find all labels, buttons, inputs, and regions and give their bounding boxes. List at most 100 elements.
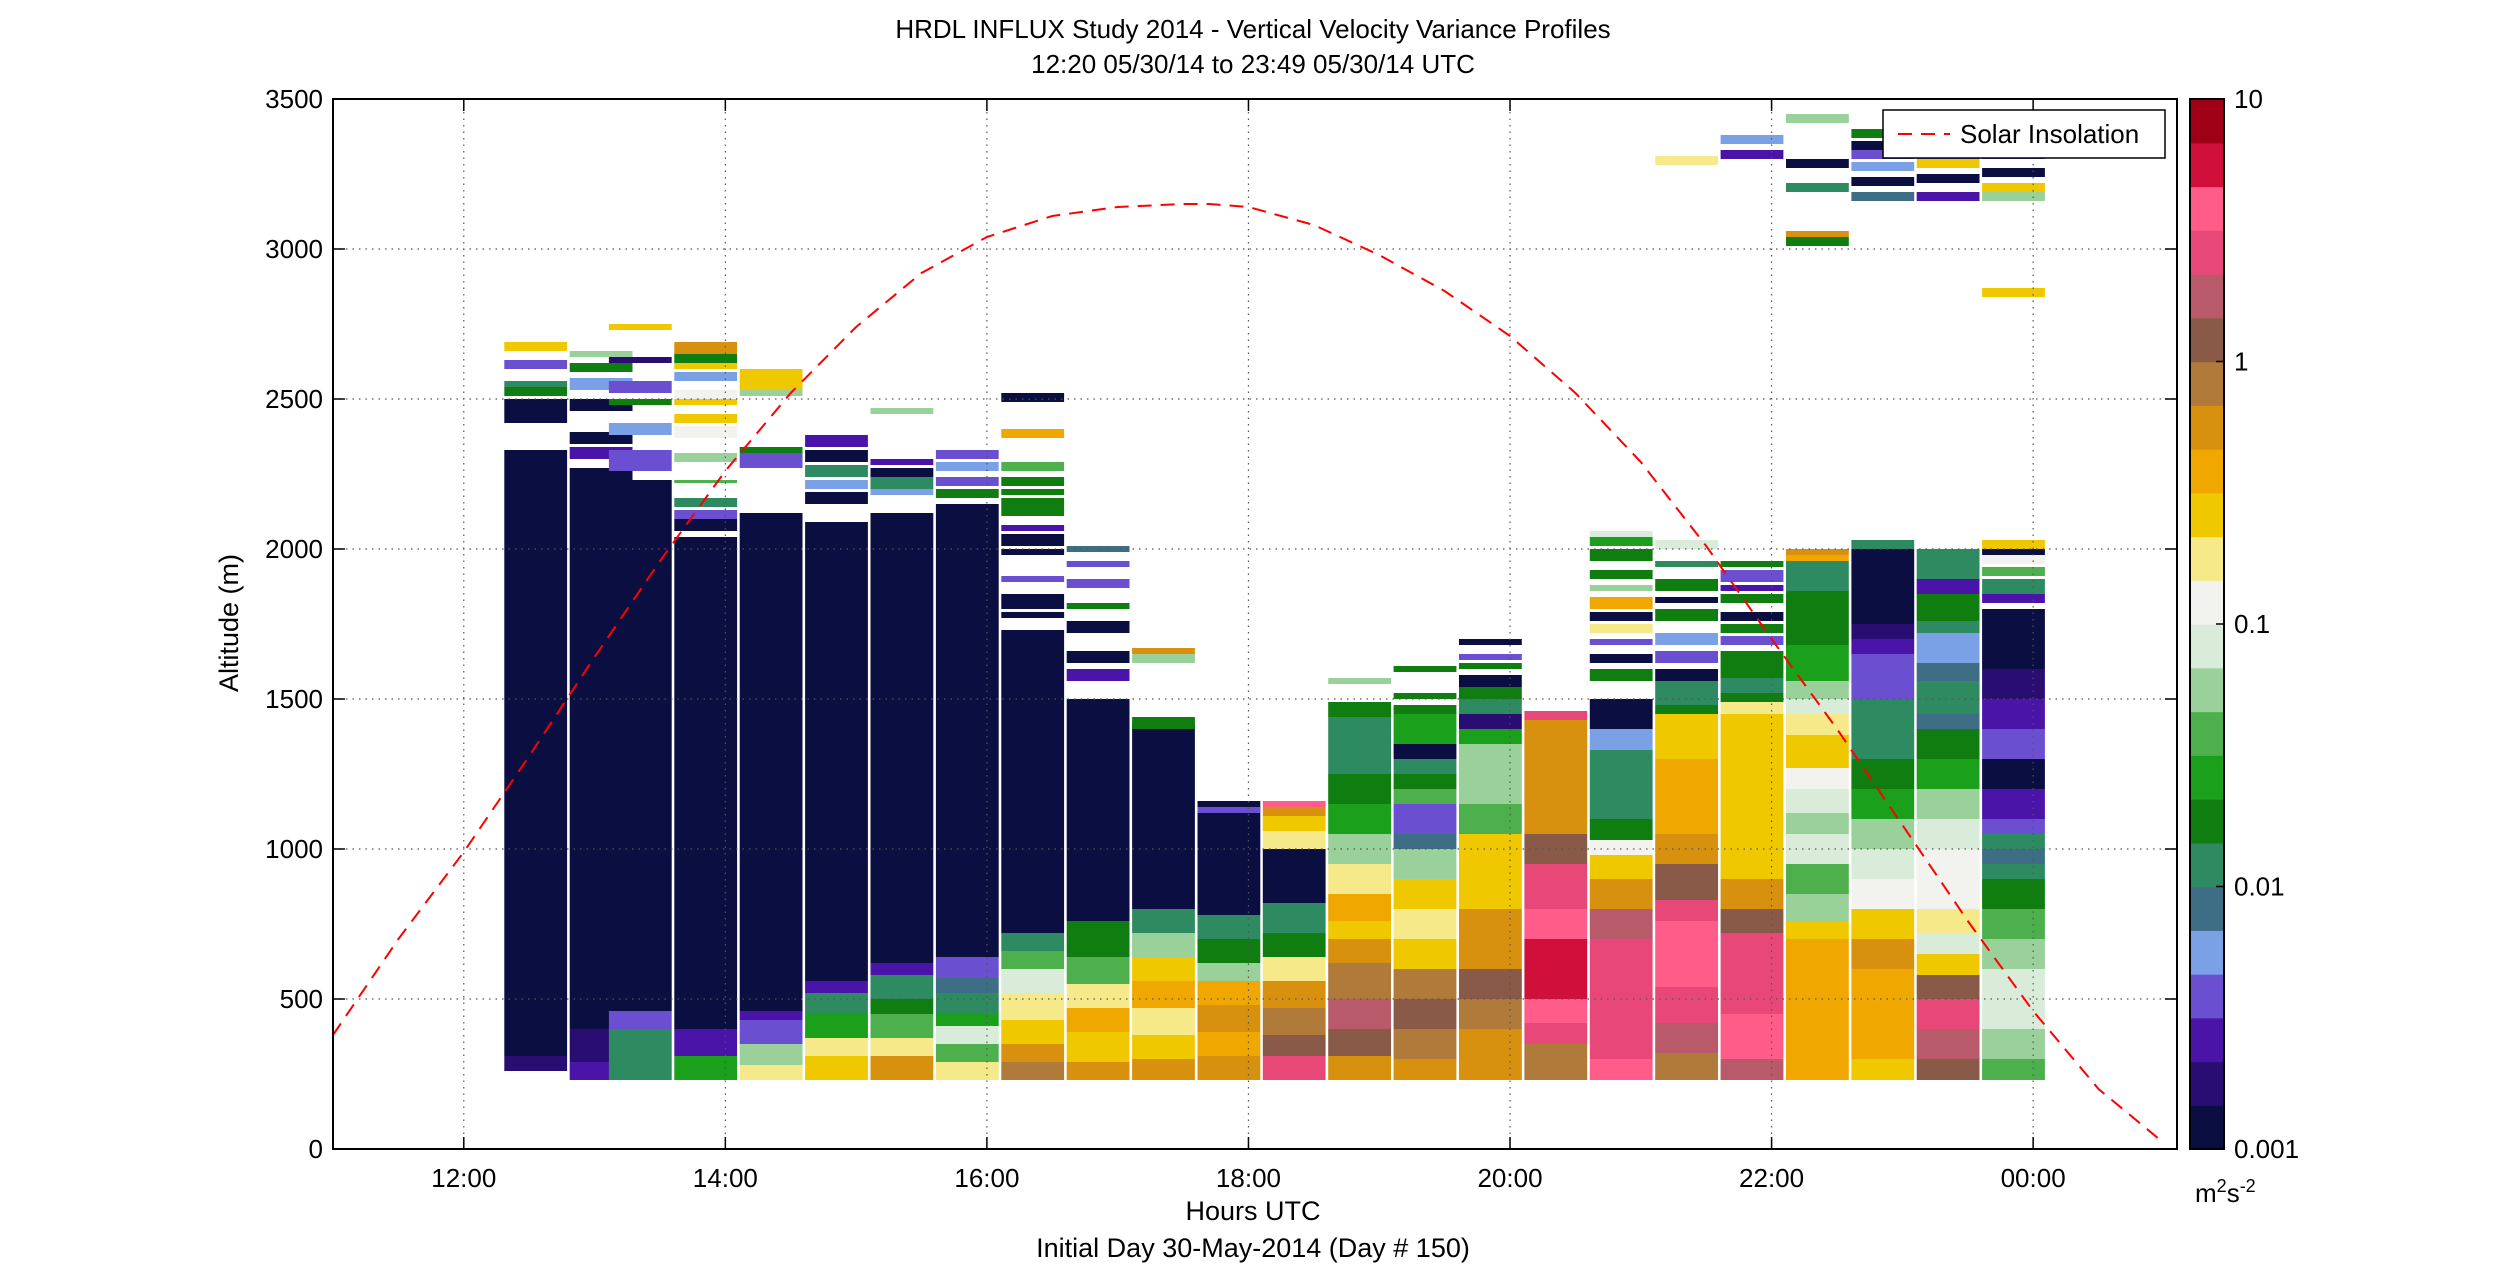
legend-box: Solar Insolation <box>1882 109 2166 159</box>
heatmap-cell-p23-c1 <box>1982 1029 2045 1059</box>
heatmap-cell-p22-c10 <box>1916 789 1980 819</box>
heatmap-cell-p10-c10 <box>1132 648 1195 654</box>
heatmap-cell-p19-c10 <box>1720 744 1784 795</box>
heatmap-cell-p22-c1 <box>1916 1029 1980 1059</box>
heatmap-cell-p22-c18 <box>1916 633 1980 645</box>
heatmap-cell-p12-c10 <box>1262 816 1326 831</box>
heatmap-cell-p22-c19 <box>1916 621 1980 633</box>
heatmap-cell-p14-c12 <box>1393 774 1457 789</box>
heatmap-cell-p18-c13 <box>1655 669 1718 681</box>
colorbar-swatch-20 <box>2190 230 2224 275</box>
colorbar-tick-label-4: 10 <box>2234 84 2263 114</box>
heatmap-cell-p8-c4 <box>1001 969 1065 993</box>
heatmap-cell-p17-c7 <box>1589 855 1653 879</box>
heatmap-cell-p19-c20 <box>1720 594 1784 603</box>
heatmap-cell-p9-c11 <box>1066 603 1130 609</box>
heatmap-cell-p17-c5 <box>1589 909 1653 939</box>
heatmap-cell-p23-c20 <box>1982 567 2045 576</box>
heatmap-cell-p6-c11 <box>870 408 934 414</box>
heatmap-cell-p10-c7 <box>1132 723 1195 909</box>
heatmap-cell-p18-c3 <box>1655 954 1718 987</box>
heatmap-cell-p22-c27 <box>1916 159 1980 168</box>
heatmap-cell-p2-c7 <box>608 381 672 393</box>
colorbar-swatch-11 <box>2190 624 2224 669</box>
heatmap-cell-p3-c15 <box>674 342 738 354</box>
heatmap-cell-p7-c5 <box>935 978 999 993</box>
heatmap-cell-p19-c17 <box>1720 636 1784 645</box>
heatmap-cell-p18-c2 <box>1655 987 1718 1023</box>
heatmap-cell-p18-c0 <box>1655 1053 1718 1080</box>
heatmap-cell-p23-c8 <box>1982 849 2045 864</box>
heatmap-cell-p22-c23 <box>1916 564 1980 579</box>
heatmap-cell-p4-c3 <box>739 1011 803 1020</box>
heatmap-cell-p3-c4 <box>674 510 738 519</box>
heatmap-cell-p17-c10 <box>1589 774 1653 819</box>
heatmap-cell-p8-c0 <box>1001 1062 1065 1080</box>
heatmap-cell-p21-c13 <box>1851 684 1915 699</box>
heatmap-cell-p17-c20 <box>1589 585 1653 591</box>
heatmap-cell-p12-c5 <box>1262 933 1326 957</box>
heatmap-cell-p20-c4 <box>1786 921 1849 939</box>
heatmap-cell-p11-c5 <box>1197 939 1261 963</box>
heatmap-cell-p8-c20 <box>1001 393 1065 402</box>
colorbar-swatch-14 <box>2190 492 2224 538</box>
heatmap-cell-p17-c17 <box>1589 624 1653 633</box>
heatmap-cell-p21-c12 <box>1851 699 1915 729</box>
heatmap-cell-p22-c17 <box>1916 645 1980 663</box>
heatmap-cell-p13-c14 <box>1328 678 1391 684</box>
heatmap-cell-p22-c21 <box>1916 594 1980 609</box>
colorbar-swatch-22 <box>2190 142 2224 188</box>
heatmap-cell-p22-c14 <box>1916 699 1980 714</box>
heatmap-cells <box>504 114 2045 1080</box>
heatmap-cell-p12-c4 <box>1262 957 1326 981</box>
heatmap-cell-p3-c9 <box>674 414 738 423</box>
heatmap-cell-p1-c8 <box>569 363 633 372</box>
heatmap-cell-p16-c10 <box>1524 711 1588 720</box>
heatmap-cell-p20-c1 <box>1786 1014 1849 1059</box>
x-axis-ticks: 12:00 14:00 16:00 18:00 20:00 22:00 00:00 <box>431 99 2066 1193</box>
heatmap-cell-p19-c2 <box>1720 1014 1784 1035</box>
heatmap-cell-p16-c3 <box>1524 939 1588 999</box>
heatmap-cell-p19-c18 <box>1720 624 1784 633</box>
heatmap-cell-p11-c8 <box>1197 807 1261 813</box>
heatmap-cell-p22-c5 <box>1916 933 1980 954</box>
colorbar-swatch-21 <box>2190 186 2224 231</box>
heatmap-cell-p0-c5 <box>504 381 568 387</box>
heatmap-cell-p9-c9 <box>1066 651 1130 663</box>
heatmap-cell-p19-c15 <box>1720 663 1784 678</box>
heatmap-cell-p21-c19 <box>1851 540 1915 549</box>
heatmap-cell-p23-c11 <box>1982 789 2045 819</box>
heatmap-cell-p4-c5 <box>739 453 803 468</box>
heatmap-cell-p15-c5 <box>1459 909 1522 939</box>
heatmap-cell-p12-c7 <box>1262 879 1326 903</box>
heatmap-cell-p21-c1 <box>1851 1029 1915 1059</box>
heatmap-cell-p16-c0 <box>1524 1044 1588 1080</box>
heatmap-cell-p6-c0 <box>870 1056 934 1080</box>
heatmap-cell-p20-c21 <box>1786 237 1849 246</box>
heatmap-cell-p2-c9 <box>608 324 672 330</box>
heatmap-cell-p10-c4 <box>1132 957 1195 981</box>
heatmap-cell-p22-c16 <box>1916 663 1980 681</box>
heatmap-cell-p19-c13 <box>1720 693 1784 702</box>
heatmap-cell-p21-c5 <box>1851 909 1915 939</box>
heatmap-cell-p12-c8 <box>1262 849 1326 879</box>
heatmap-cell-p21-c22 <box>1851 162 1915 171</box>
heatmap-cell-p22-c4 <box>1916 954 1980 975</box>
heatmap-cell-p0-c3 <box>504 399 568 423</box>
heatmap-cell-p12-c3 <box>1262 981 1326 1008</box>
x-tick-label-1: 14:00 <box>693 1163 758 1193</box>
heatmap-cell-p18-c14 <box>1655 651 1718 663</box>
heatmap-cell-p13-c3 <box>1328 963 1391 999</box>
heatmap-cell-p9-c6 <box>1066 921 1130 930</box>
heatmap-cell-p21-c4 <box>1851 939 1915 969</box>
heatmap-cell-p23-c23 <box>1982 540 2045 549</box>
heatmap-cell-p13-c5 <box>1328 921 1391 939</box>
heatmap-cell-p15-c13 <box>1459 714 1522 729</box>
heatmap-cell-p20-c24 <box>1786 159 1849 168</box>
heatmap-cell-p8-c16 <box>1001 489 1065 495</box>
heatmap-cell-p9-c2 <box>1066 1008 1130 1032</box>
y-tick-label-4: 2000 <box>265 534 323 564</box>
heatmap-cell-p7-c10 <box>935 462 999 471</box>
heatmap-cell-p9-c13 <box>1066 561 1130 567</box>
heatmap-cell-p18-c6 <box>1655 864 1718 900</box>
